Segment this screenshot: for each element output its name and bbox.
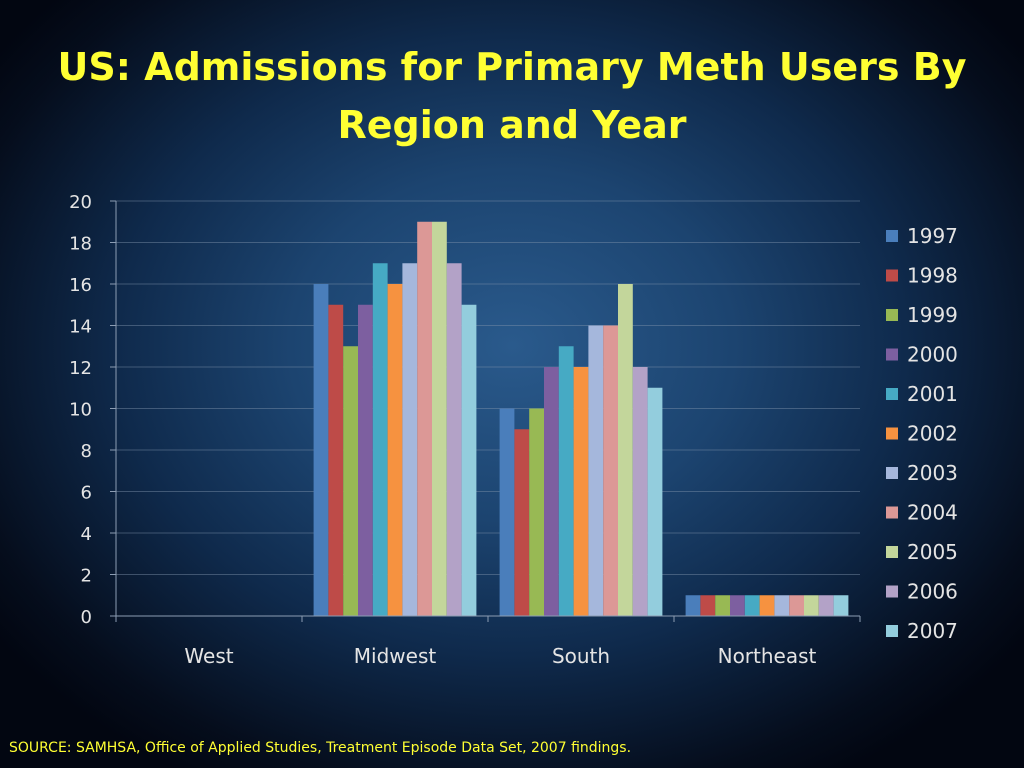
bar-midwest-2002 — [387, 284, 403, 616]
legend-swatch — [886, 585, 898, 598]
legend-swatch — [886, 546, 898, 558]
legend-label: 2001 — [907, 382, 958, 406]
legend-label: 2007 — [907, 619, 958, 643]
legend-swatch — [886, 388, 898, 400]
source-note: SOURCE: SAMHSA, Office of Applied Studie… — [9, 740, 632, 756]
y-tick-label: 16 — [69, 275, 92, 296]
bar-south-1998 — [514, 429, 530, 616]
gridlines — [116, 200, 860, 575]
y-tick-label: 6 — [81, 483, 92, 504]
y-tick-label: 18 — [69, 234, 92, 255]
bar-midwest-2007 — [461, 304, 477, 616]
y-tick-label: 4 — [81, 524, 92, 545]
bar-midwest-2003 — [402, 263, 418, 616]
legend-label: 1997 — [907, 224, 958, 248]
slide-title: US: Admissions for Primary Meth Users By… — [0, 38, 1024, 154]
y-tick-label: 8 — [81, 441, 92, 462]
bar-northeast-1997 — [685, 595, 701, 616]
legend-swatch — [886, 348, 898, 361]
bar-south-2000 — [544, 367, 559, 616]
legend-swatch — [886, 230, 898, 242]
axes: 0 2 4 6 8 10 12 14 16 18 20 West Midwest South Northea… — [69, 192, 861, 668]
bar-northeast-1999 — [715, 595, 730, 616]
legend-swatch — [886, 427, 898, 440]
y-tick-label: 0 — [81, 607, 92, 628]
bar-midwest-2006 — [446, 263, 462, 616]
bars — [313, 221, 849, 616]
legend-label: 2003 — [907, 461, 958, 485]
legend-label: 1998 — [907, 264, 958, 288]
bar-midwest-1998 — [328, 304, 344, 616]
bar-midwest-1999 — [343, 346, 358, 616]
legend-swatch — [886, 467, 898, 479]
legend-label: 1999 — [907, 303, 958, 327]
bar-south-2006 — [632, 367, 648, 616]
bar-northeast-2007 — [833, 595, 849, 616]
x-tick-label: West — [184, 644, 233, 668]
bar-midwest-2004 — [417, 221, 432, 616]
bar-midwest-2001 — [372, 263, 388, 616]
bar-midwest-2000 — [358, 304, 373, 616]
bar-south-2002 — [573, 367, 589, 616]
y-tick-label: 20 — [69, 192, 92, 213]
bar-northeast-2005 — [804, 595, 819, 616]
y-tick-label: 14 — [69, 317, 92, 338]
bar-midwest-1997 — [313, 284, 329, 616]
bar-south-1999 — [529, 408, 544, 616]
bar-northeast-2003 — [774, 595, 790, 616]
bar-northeast-2004 — [789, 595, 804, 616]
bar-south-1997 — [499, 408, 515, 616]
x-tick-label: Northeast — [718, 644, 817, 668]
legend-label: 2002 — [907, 422, 958, 446]
x-tick-label: South — [552, 644, 610, 668]
bar-south-2005 — [618, 284, 633, 616]
legend-swatch — [886, 269, 898, 282]
bar-northeast-2006 — [818, 595, 834, 616]
y-tick-label: 2 — [81, 566, 92, 587]
legend-swatch — [886, 625, 898, 637]
title-line-2: Region and Year — [337, 103, 687, 147]
bar-northeast-2000 — [730, 595, 745, 616]
bar-south-2004 — [603, 325, 618, 616]
legend-label: 2000 — [907, 343, 958, 367]
legend-swatch — [886, 309, 898, 321]
legend: 1997 1998 1999 2000 2001 2002 2003 2004 2005 2006… — [886, 224, 958, 643]
y-tick-label: 12 — [69, 358, 92, 379]
y-tick-label: 10 — [69, 400, 92, 421]
legend-label: 2004 — [907, 501, 958, 525]
bar-south-2007 — [647, 387, 663, 616]
bar-northeast-2001 — [744, 595, 760, 616]
bar-northeast-2002 — [759, 595, 775, 616]
legend-swatch — [886, 506, 898, 519]
bar-northeast-1998 — [700, 595, 716, 616]
bar-south-2003 — [588, 325, 604, 616]
bar-midwest-2005 — [432, 221, 447, 616]
title-line-1: US: Admissions for Primary Meth Users By — [57, 45, 967, 89]
bar-south-2001 — [558, 346, 574, 616]
legend-label: 2005 — [907, 540, 958, 564]
x-tick-label: Midwest — [354, 644, 437, 668]
legend-label: 2006 — [907, 580, 958, 604]
